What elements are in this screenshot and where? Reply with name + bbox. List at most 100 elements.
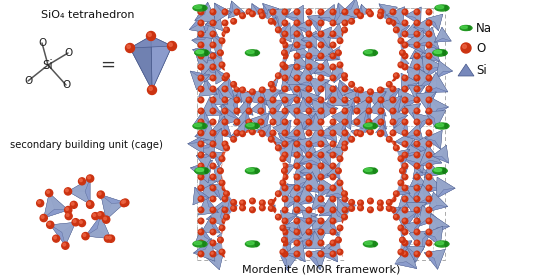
Polygon shape [209, 116, 225, 133]
Text: Si: Si [476, 63, 487, 76]
Polygon shape [210, 96, 222, 115]
Circle shape [120, 200, 127, 207]
Circle shape [402, 229, 408, 235]
Circle shape [223, 10, 225, 12]
Circle shape [378, 20, 384, 26]
Ellipse shape [433, 168, 447, 174]
Polygon shape [274, 31, 291, 42]
Polygon shape [319, 211, 342, 216]
Polygon shape [295, 66, 306, 86]
Polygon shape [301, 90, 310, 111]
Circle shape [330, 20, 336, 26]
Circle shape [280, 156, 286, 162]
Circle shape [331, 241, 333, 243]
Circle shape [66, 214, 69, 216]
Polygon shape [85, 178, 90, 204]
Polygon shape [302, 210, 318, 218]
Circle shape [222, 207, 228, 213]
Circle shape [427, 87, 429, 89]
Circle shape [379, 109, 381, 111]
Polygon shape [425, 138, 441, 149]
Circle shape [222, 97, 228, 103]
Circle shape [211, 43, 213, 45]
Polygon shape [305, 19, 311, 36]
Polygon shape [431, 214, 450, 227]
Text: O: O [62, 80, 70, 90]
Circle shape [282, 130, 288, 136]
Polygon shape [220, 95, 236, 106]
Circle shape [218, 237, 223, 243]
Polygon shape [409, 233, 423, 251]
Circle shape [211, 197, 213, 199]
Polygon shape [294, 137, 315, 146]
Circle shape [234, 86, 240, 92]
Polygon shape [306, 126, 318, 146]
Circle shape [222, 251, 228, 257]
Polygon shape [404, 104, 421, 110]
Polygon shape [197, 19, 220, 39]
Circle shape [414, 86, 420, 92]
Circle shape [378, 97, 384, 103]
Circle shape [258, 119, 264, 125]
Circle shape [198, 42, 204, 48]
Circle shape [198, 251, 204, 257]
Polygon shape [307, 14, 327, 33]
Circle shape [48, 222, 50, 225]
Circle shape [198, 97, 204, 103]
Polygon shape [409, 230, 431, 251]
Polygon shape [393, 60, 409, 68]
Text: Na: Na [476, 21, 492, 34]
Circle shape [246, 9, 252, 15]
Ellipse shape [363, 168, 377, 174]
Polygon shape [435, 27, 443, 42]
Circle shape [223, 175, 225, 177]
Circle shape [235, 142, 237, 144]
Circle shape [415, 142, 417, 144]
Ellipse shape [363, 50, 377, 56]
Circle shape [283, 186, 285, 188]
Circle shape [338, 157, 340, 159]
Circle shape [235, 131, 237, 133]
Circle shape [63, 243, 66, 246]
Polygon shape [302, 210, 318, 226]
Polygon shape [394, 36, 409, 45]
Polygon shape [294, 174, 310, 183]
Ellipse shape [205, 168, 208, 173]
Circle shape [343, 109, 345, 111]
Circle shape [415, 54, 417, 56]
Polygon shape [196, 155, 206, 169]
Circle shape [343, 153, 345, 155]
Circle shape [260, 201, 263, 203]
Circle shape [390, 31, 396, 37]
Circle shape [426, 53, 432, 59]
Circle shape [414, 9, 420, 15]
Circle shape [398, 180, 404, 186]
Polygon shape [425, 130, 442, 149]
Circle shape [210, 53, 216, 59]
Polygon shape [251, 133, 269, 145]
Circle shape [398, 62, 404, 68]
Ellipse shape [365, 168, 372, 172]
Circle shape [282, 237, 287, 243]
Polygon shape [329, 207, 338, 224]
Circle shape [319, 76, 321, 78]
Circle shape [222, 240, 228, 246]
Circle shape [70, 201, 77, 208]
Polygon shape [395, 142, 413, 151]
Circle shape [268, 136, 274, 142]
Circle shape [225, 28, 227, 30]
Polygon shape [332, 64, 349, 83]
Circle shape [390, 207, 396, 213]
Circle shape [402, 141, 408, 147]
Polygon shape [311, 145, 322, 165]
Circle shape [199, 208, 201, 210]
Polygon shape [199, 141, 215, 159]
Circle shape [414, 75, 420, 81]
Polygon shape [314, 59, 327, 73]
Polygon shape [301, 90, 321, 101]
Ellipse shape [461, 26, 468, 29]
Polygon shape [328, 43, 345, 55]
Circle shape [271, 76, 273, 78]
Circle shape [306, 141, 312, 147]
Polygon shape [276, 184, 295, 188]
